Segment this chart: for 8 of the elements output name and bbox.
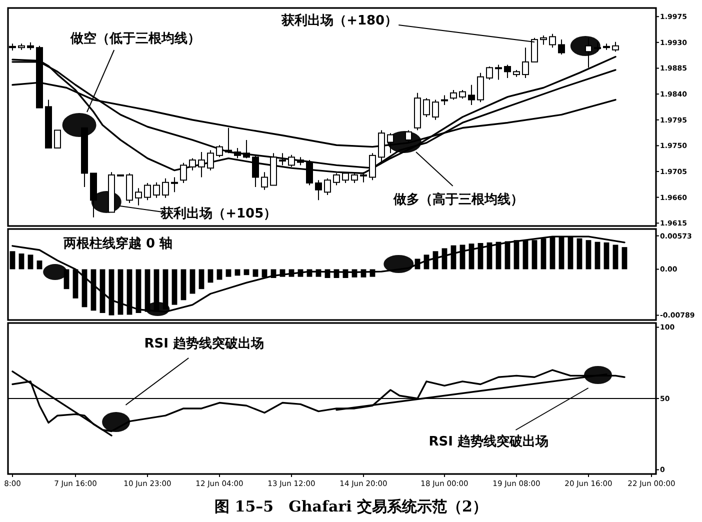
annotation: 做空（低于三根均线） [69,30,200,47]
annotation: RSI 趋势线突破出场 [144,336,264,352]
annotation: RSI 趋势线突破出场 [428,434,549,450]
annotation: 获利出场（+180） [280,12,398,29]
annotation: 两根柱线穿越 0 轴 [62,236,173,252]
caption: 图 15–5 Ghafari 交易系统示范（2） [214,497,488,516]
annotation: 获利出场（+105） [160,206,277,222]
annotation: 做多（高于三根均线） [392,192,524,208]
